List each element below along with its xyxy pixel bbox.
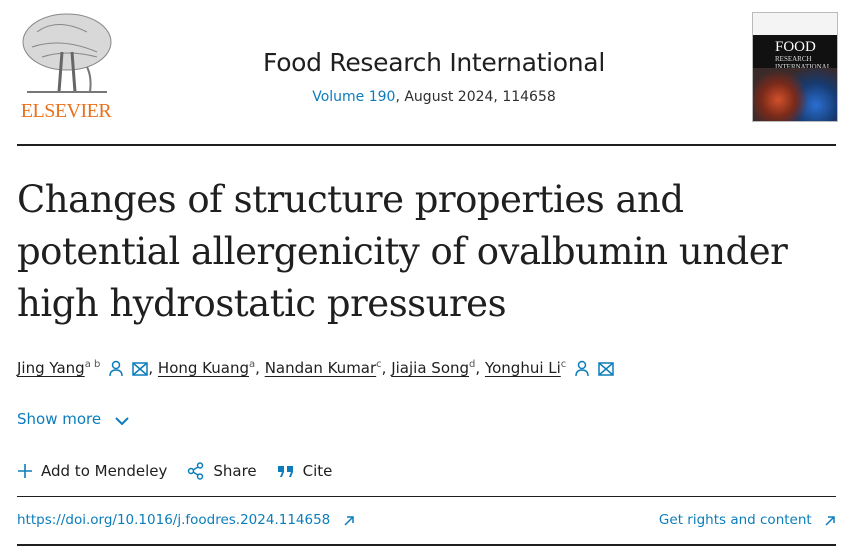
doi-text: https://doi.org/10.1016/j.foodres.2024.1… <box>17 512 331 528</box>
person-icon[interactable] <box>574 360 590 376</box>
elsevier-wordmark: ELSEVIER <box>20 100 112 122</box>
tree-logo-icon <box>22 13 112 93</box>
affiliation-marker[interactable]: a <box>249 359 256 370</box>
journal-cover[interactable]: FOOD RESEARCH INTERNATIONAL <box>752 12 838 122</box>
share-label: Share <box>213 462 257 480</box>
separator: , <box>255 359 265 377</box>
author-item: Yonghui Lic <box>484 359 615 377</box>
divider <box>17 496 836 497</box>
article-title: Changes of structure properties and pote… <box>17 178 788 325</box>
show-more-label: Show more <box>17 410 102 428</box>
author-list: Jing Yanga b, Hong Kuanga, Nandan Kumarc… <box>17 359 615 377</box>
article-actions: Add to Mendeley Share Cite <box>17 462 332 480</box>
cover-title: FOOD <box>775 39 816 55</box>
affiliation-marker[interactable]: a b <box>84 359 101 370</box>
divider <box>17 144 836 146</box>
divider <box>17 544 836 546</box>
author-item: Hong Kuanga, <box>158 359 265 377</box>
rights-text: Get rights and content <box>658 512 812 528</box>
cite-label: Cite <box>302 462 333 480</box>
journal-title[interactable]: Food Research International <box>263 48 605 77</box>
chevron-down-icon <box>115 417 129 426</box>
volume-link[interactable]: Volume 190 <box>312 89 396 105</box>
quote-icon <box>277 466 293 477</box>
author-name[interactable]: Hong Kuang <box>157 359 249 377</box>
get-rights-link[interactable]: Get rights and content <box>659 512 836 528</box>
external-link-icon <box>344 516 354 526</box>
author-item: Jing Yanga b, <box>17 359 158 377</box>
add-to-mendeley-button[interactable]: Add to Mendeley <box>17 462 167 480</box>
separator: , <box>475 359 485 377</box>
author-name[interactable]: Jiajia Song <box>391 359 470 377</box>
author-item: Nandan Kumarc, <box>265 359 392 377</box>
elsevier-logo[interactable]: ELSEVIER <box>17 12 115 122</box>
issue-info: , August 2024, 114658 <box>395 89 556 105</box>
separator: , <box>381 359 392 377</box>
separator: , <box>148 359 158 377</box>
affiliation-marker[interactable]: c <box>560 359 567 370</box>
author-name[interactable]: Jing Yang <box>17 359 85 377</box>
plus-icon <box>18 464 32 478</box>
cover-subtitle: RESEARCH INTERNATIONAL <box>775 55 831 71</box>
email-icon[interactable] <box>598 362 615 376</box>
affiliation-marker[interactable]: d <box>469 359 476 370</box>
show-more-button[interactable]: Show more <box>17 410 130 428</box>
cover-header <box>753 13 837 35</box>
external-link-icon <box>825 516 835 526</box>
person-icon[interactable] <box>108 360 124 376</box>
cover-image <box>753 68 837 121</box>
doi-link[interactable]: https://doi.org/10.1016/j.foodres.2024.1… <box>17 512 355 528</box>
journal-volume: Volume 190, August 2024, 114658 <box>200 89 668 105</box>
mendeley-label: Add to Mendeley <box>41 462 168 480</box>
share-icon <box>188 462 204 480</box>
author-name[interactable]: Yonghui Li <box>484 359 561 377</box>
share-button[interactable]: Share <box>187 462 257 480</box>
affiliation-marker[interactable]: c <box>376 359 382 370</box>
author-item: Jiajia Songd, <box>391 359 485 377</box>
author-name[interactable]: Nandan Kumar <box>264 359 377 377</box>
cite-button[interactable]: Cite <box>277 462 333 480</box>
email-icon[interactable] <box>132 362 149 376</box>
